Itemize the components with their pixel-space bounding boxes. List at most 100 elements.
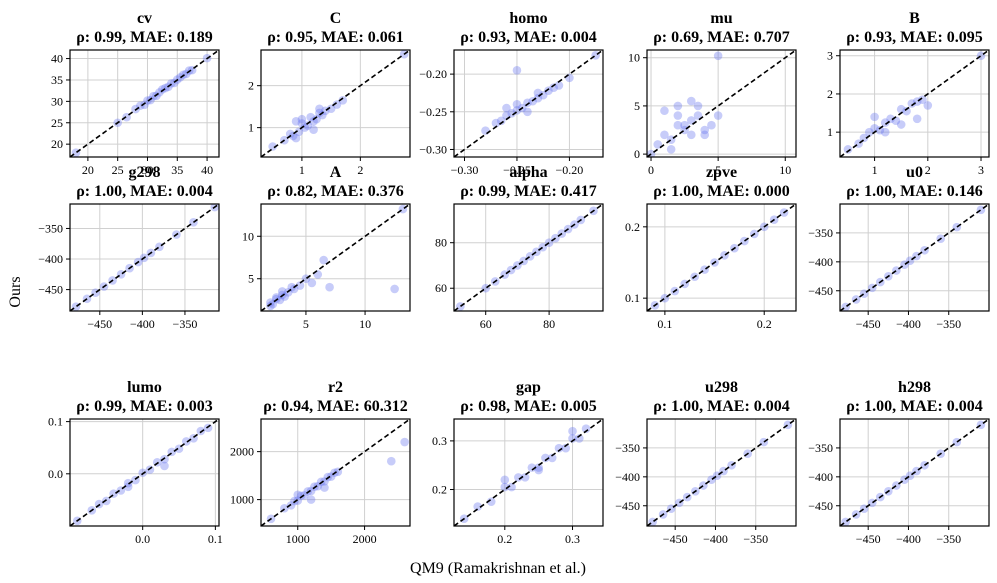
data-point bbox=[496, 116, 506, 126]
data-point bbox=[533, 88, 543, 98]
y-tick-label: −450 bbox=[38, 283, 63, 297]
data-point bbox=[309, 125, 318, 135]
data-point bbox=[332, 100, 342, 109]
scatter-points bbox=[459, 424, 591, 524]
axes-frame bbox=[646, 418, 797, 527]
y-tick-label: 0.2 bbox=[432, 483, 447, 497]
x-tick-label: −400 bbox=[703, 532, 728, 546]
y-tick-label: 0 bbox=[634, 147, 640, 161]
data-point bbox=[386, 456, 396, 466]
y-tick-label: 0.0 bbox=[48, 467, 63, 481]
panel-cv: 20 25 30 35 40 20 25 30 35 40 cv ρ: 0.99, MAE: 0.18… bbox=[51, 10, 220, 177]
panel-metrics: ρ: 0.95, MAE: 0.061 bbox=[267, 29, 404, 46]
identity-line bbox=[70, 204, 219, 311]
data-point bbox=[300, 123, 310, 132]
data-point bbox=[693, 111, 703, 120]
axes-frame bbox=[839, 418, 990, 527]
x-tick-label: 0.1 bbox=[657, 317, 672, 331]
data-point bbox=[896, 104, 906, 114]
data-point bbox=[673, 101, 683, 111]
data-point bbox=[843, 145, 853, 154]
x-tick-label: 0.1 bbox=[208, 532, 223, 546]
x-tick-label: 30 bbox=[141, 163, 153, 177]
data-point bbox=[287, 282, 297, 292]
axes-frame bbox=[646, 203, 797, 312]
y-tick-label: −0.30 bbox=[419, 142, 447, 156]
x-tick-label: 2000 bbox=[353, 532, 377, 546]
identity-line bbox=[647, 204, 796, 311]
x-tick-label: 5 bbox=[303, 317, 309, 331]
y-tick-label: −400 bbox=[38, 252, 63, 266]
panel-title: lumo bbox=[127, 379, 162, 396]
data-point bbox=[123, 478, 133, 488]
data-point bbox=[486, 497, 496, 506]
data-point bbox=[160, 461, 169, 471]
x-tick-label: 40 bbox=[201, 163, 213, 177]
axes-frame bbox=[453, 203, 604, 312]
scatter-points bbox=[841, 420, 986, 526]
panel-title: homo bbox=[509, 10, 547, 27]
data-point bbox=[400, 437, 409, 447]
y-tick-label: −0.20 bbox=[419, 67, 447, 81]
panel-title: u298 bbox=[705, 379, 738, 396]
data-point bbox=[291, 117, 301, 126]
x-tick-label: −350 bbox=[173, 317, 198, 331]
x-tick-label: 2 bbox=[925, 163, 931, 177]
data-point bbox=[870, 112, 879, 122]
data-point bbox=[514, 473, 523, 482]
x-tick-label: −400 bbox=[896, 532, 921, 546]
data-point bbox=[280, 292, 289, 301]
data-point bbox=[686, 96, 696, 106]
y-tick-label: −400 bbox=[808, 255, 833, 269]
y-tick-label: 35 bbox=[51, 73, 63, 87]
data-point bbox=[686, 130, 696, 140]
x-tick-label: 0 bbox=[648, 163, 654, 177]
data-point bbox=[547, 453, 557, 463]
data-point bbox=[338, 96, 348, 105]
y-tick-label: 0.1 bbox=[48, 415, 63, 429]
panel-metrics: ρ: 0.94, MAE: 60.312 bbox=[263, 398, 408, 415]
data-point bbox=[266, 301, 275, 311]
data-point bbox=[507, 108, 517, 118]
data-point bbox=[266, 298, 275, 307]
x-tick-label: −450 bbox=[856, 532, 881, 546]
axes-frame bbox=[260, 418, 411, 527]
figure-xlabel: QM9 (Ramakrishnan et al.) bbox=[410, 560, 586, 577]
identity-line bbox=[70, 50, 219, 157]
y-tick-label: −350 bbox=[808, 441, 833, 455]
data-point bbox=[581, 424, 591, 434]
x-tick-label: 0.0 bbox=[135, 532, 150, 546]
panel-homo: −0.30 −0.25 −0.20 −0.30 −0.25 −0.20 homo ρ: 0.9… bbox=[419, 10, 604, 177]
data-point bbox=[666, 144, 676, 154]
x-tick-label: 1000 bbox=[286, 532, 310, 546]
identity-line bbox=[840, 419, 989, 526]
data-point bbox=[320, 483, 329, 492]
x-tick-label: −400 bbox=[130, 317, 155, 331]
panel-r2: 1000 2000 1000 2000 r2 ρ: 0.94, MAE: 60.312 bbox=[230, 379, 411, 546]
data-point bbox=[923, 101, 933, 110]
identity-line bbox=[261, 50, 410, 157]
data-point bbox=[315, 108, 324, 118]
identity-line bbox=[261, 419, 410, 526]
data-point bbox=[902, 106, 911, 116]
panel-alpha: 60 80 60 80 alpha ρ: 0.99, MAE: 0.417 bbox=[435, 164, 604, 331]
y-tick-label: −350 bbox=[615, 441, 640, 455]
panel-u0: −450 −400 −350 −450 −400 −350 u0 ρ: 1.00, MAE: … bbox=[808, 164, 990, 331]
data-point bbox=[288, 131, 298, 141]
data-point bbox=[680, 120, 689, 130]
panel-metrics: ρ: 1.00, MAE: 0.004 bbox=[76, 183, 213, 200]
identity-line bbox=[647, 419, 796, 526]
y-tick-label: −450 bbox=[808, 499, 833, 513]
identity-line bbox=[647, 50, 796, 157]
axes-frame bbox=[69, 49, 220, 158]
data-point bbox=[554, 81, 564, 90]
data-point bbox=[507, 482, 516, 492]
panel-title: u0 bbox=[906, 164, 923, 181]
x-tick-label: 10 bbox=[359, 317, 371, 331]
data-point bbox=[291, 133, 301, 143]
identity-line bbox=[840, 204, 989, 311]
y-tick-label: 1000 bbox=[230, 493, 254, 507]
x-tick-label: −0.20 bbox=[556, 163, 584, 177]
y-tick-label: 5 bbox=[634, 99, 640, 113]
data-point bbox=[481, 126, 490, 135]
